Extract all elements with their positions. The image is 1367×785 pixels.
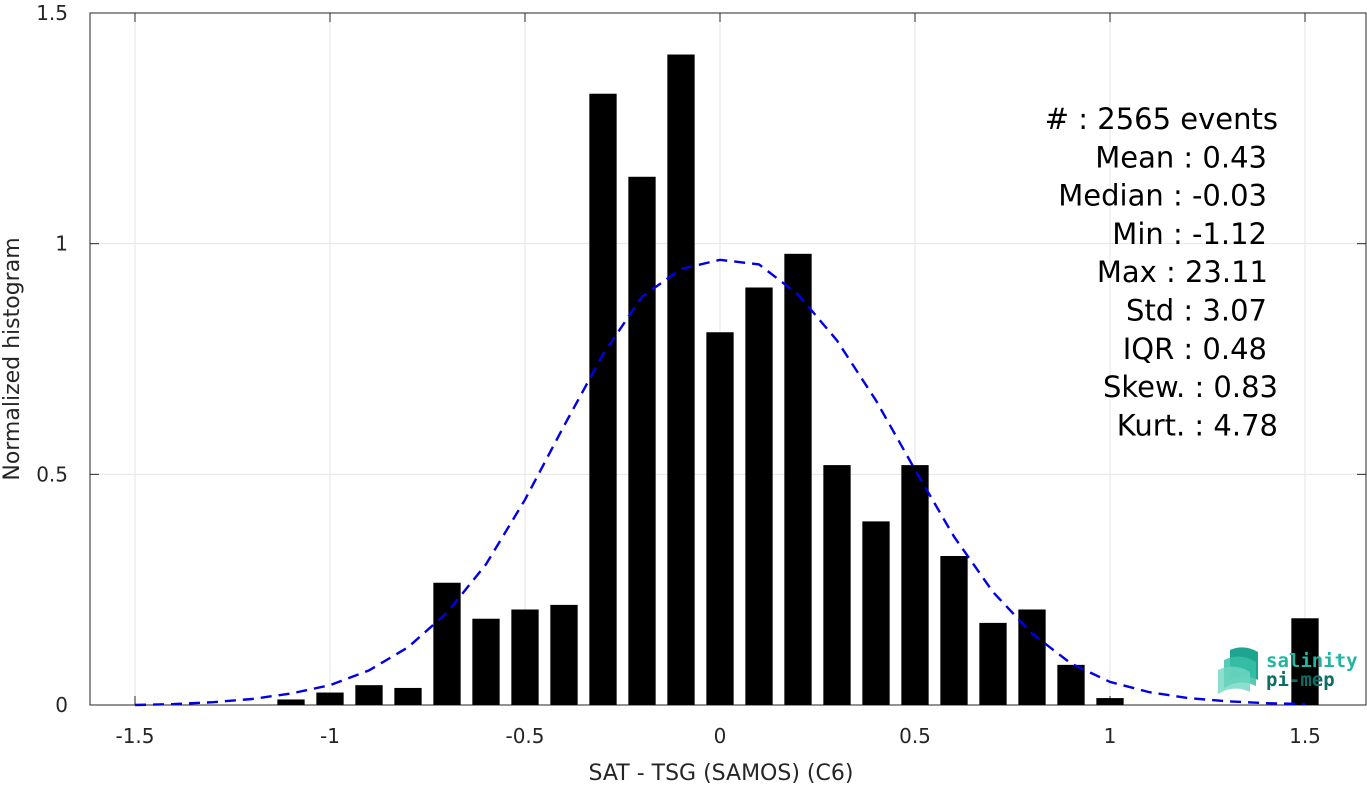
- histogram-bar: [823, 465, 851, 705]
- histogram-bar: [901, 465, 929, 705]
- histogram-bar: [472, 618, 500, 705]
- x-tick-label: 1: [1104, 724, 1117, 748]
- y-tick-label: 0.5: [36, 462, 68, 486]
- x-tick-label: 0: [714, 724, 727, 748]
- x-tick-label: -0.5: [505, 724, 544, 748]
- fit-curve: [134, 258, 1306, 707]
- stat-line: Median : -0.03: [1058, 179, 1267, 213]
- histogram-bar: [784, 253, 812, 706]
- salinity-pimep-logo: salinity pi-mep: [1218, 647, 1358, 694]
- histogram-bar: [979, 622, 1007, 705]
- logo-line2: pi-mep: [1266, 669, 1335, 691]
- x-tick-label: -1.5: [115, 724, 154, 748]
- histogram-bar: [394, 687, 422, 705]
- histogram-bar: [277, 699, 305, 705]
- histogram-bar: [628, 176, 656, 706]
- y-tick-label: 1.5: [36, 1, 68, 25]
- histogram-bar: [745, 287, 773, 705]
- logo-line1: salinity: [1266, 650, 1358, 672]
- y-ticks: 0 0.5 1 1.5: [36, 1, 1366, 717]
- histogram-bar: [316, 692, 344, 705]
- histogram-bar: [940, 555, 968, 705]
- y-tick-label: 0: [55, 693, 68, 717]
- histogram-bar: [862, 521, 890, 705]
- stat-line: Skew. : 0.83: [1103, 370, 1278, 404]
- histogram-bar: [706, 332, 734, 705]
- histogram-bar: [1096, 698, 1124, 705]
- stats-annotation: # : 2565 events Mean : 0.43 Median : -0.03…: [1045, 102, 1278, 442]
- histogram-bar: [355, 685, 383, 705]
- x-axis-label: SAT - TSG (SAMOS) (C6): [589, 761, 854, 785]
- stat-line: Std : 3.07: [1126, 294, 1267, 328]
- stat-line: Mean : 0.43: [1095, 140, 1267, 174]
- stat-line: IQR : 0.48: [1123, 332, 1267, 366]
- stat-line: Max : 23.11: [1097, 255, 1268, 289]
- x-tick-label: 0.5: [899, 724, 931, 748]
- bars: [277, 54, 1319, 706]
- stat-line: Min : -1.12: [1112, 217, 1267, 251]
- logo-waves-icon: [1218, 647, 1258, 694]
- x-tick-label: 1.5: [1289, 724, 1321, 748]
- stat-line: Kurt. : 4.78: [1117, 408, 1278, 442]
- stat-line: # : 2565 events: [1045, 102, 1278, 136]
- histogram-bar: [550, 604, 578, 705]
- histogram-bar: [589, 93, 617, 705]
- x-ticks: -1.5 -1 -0.5 0 0.5 1 1.5: [115, 13, 1321, 748]
- y-axis-label: Normalized histogram: [0, 237, 25, 480]
- histogram-bar: [1057, 664, 1085, 705]
- y-tick-label: 1: [55, 232, 68, 256]
- histogram-bar: [1291, 618, 1319, 705]
- histogram-bar: [667, 54, 695, 705]
- x-tick-label: -1: [320, 724, 340, 748]
- histogram-bar: [511, 609, 539, 705]
